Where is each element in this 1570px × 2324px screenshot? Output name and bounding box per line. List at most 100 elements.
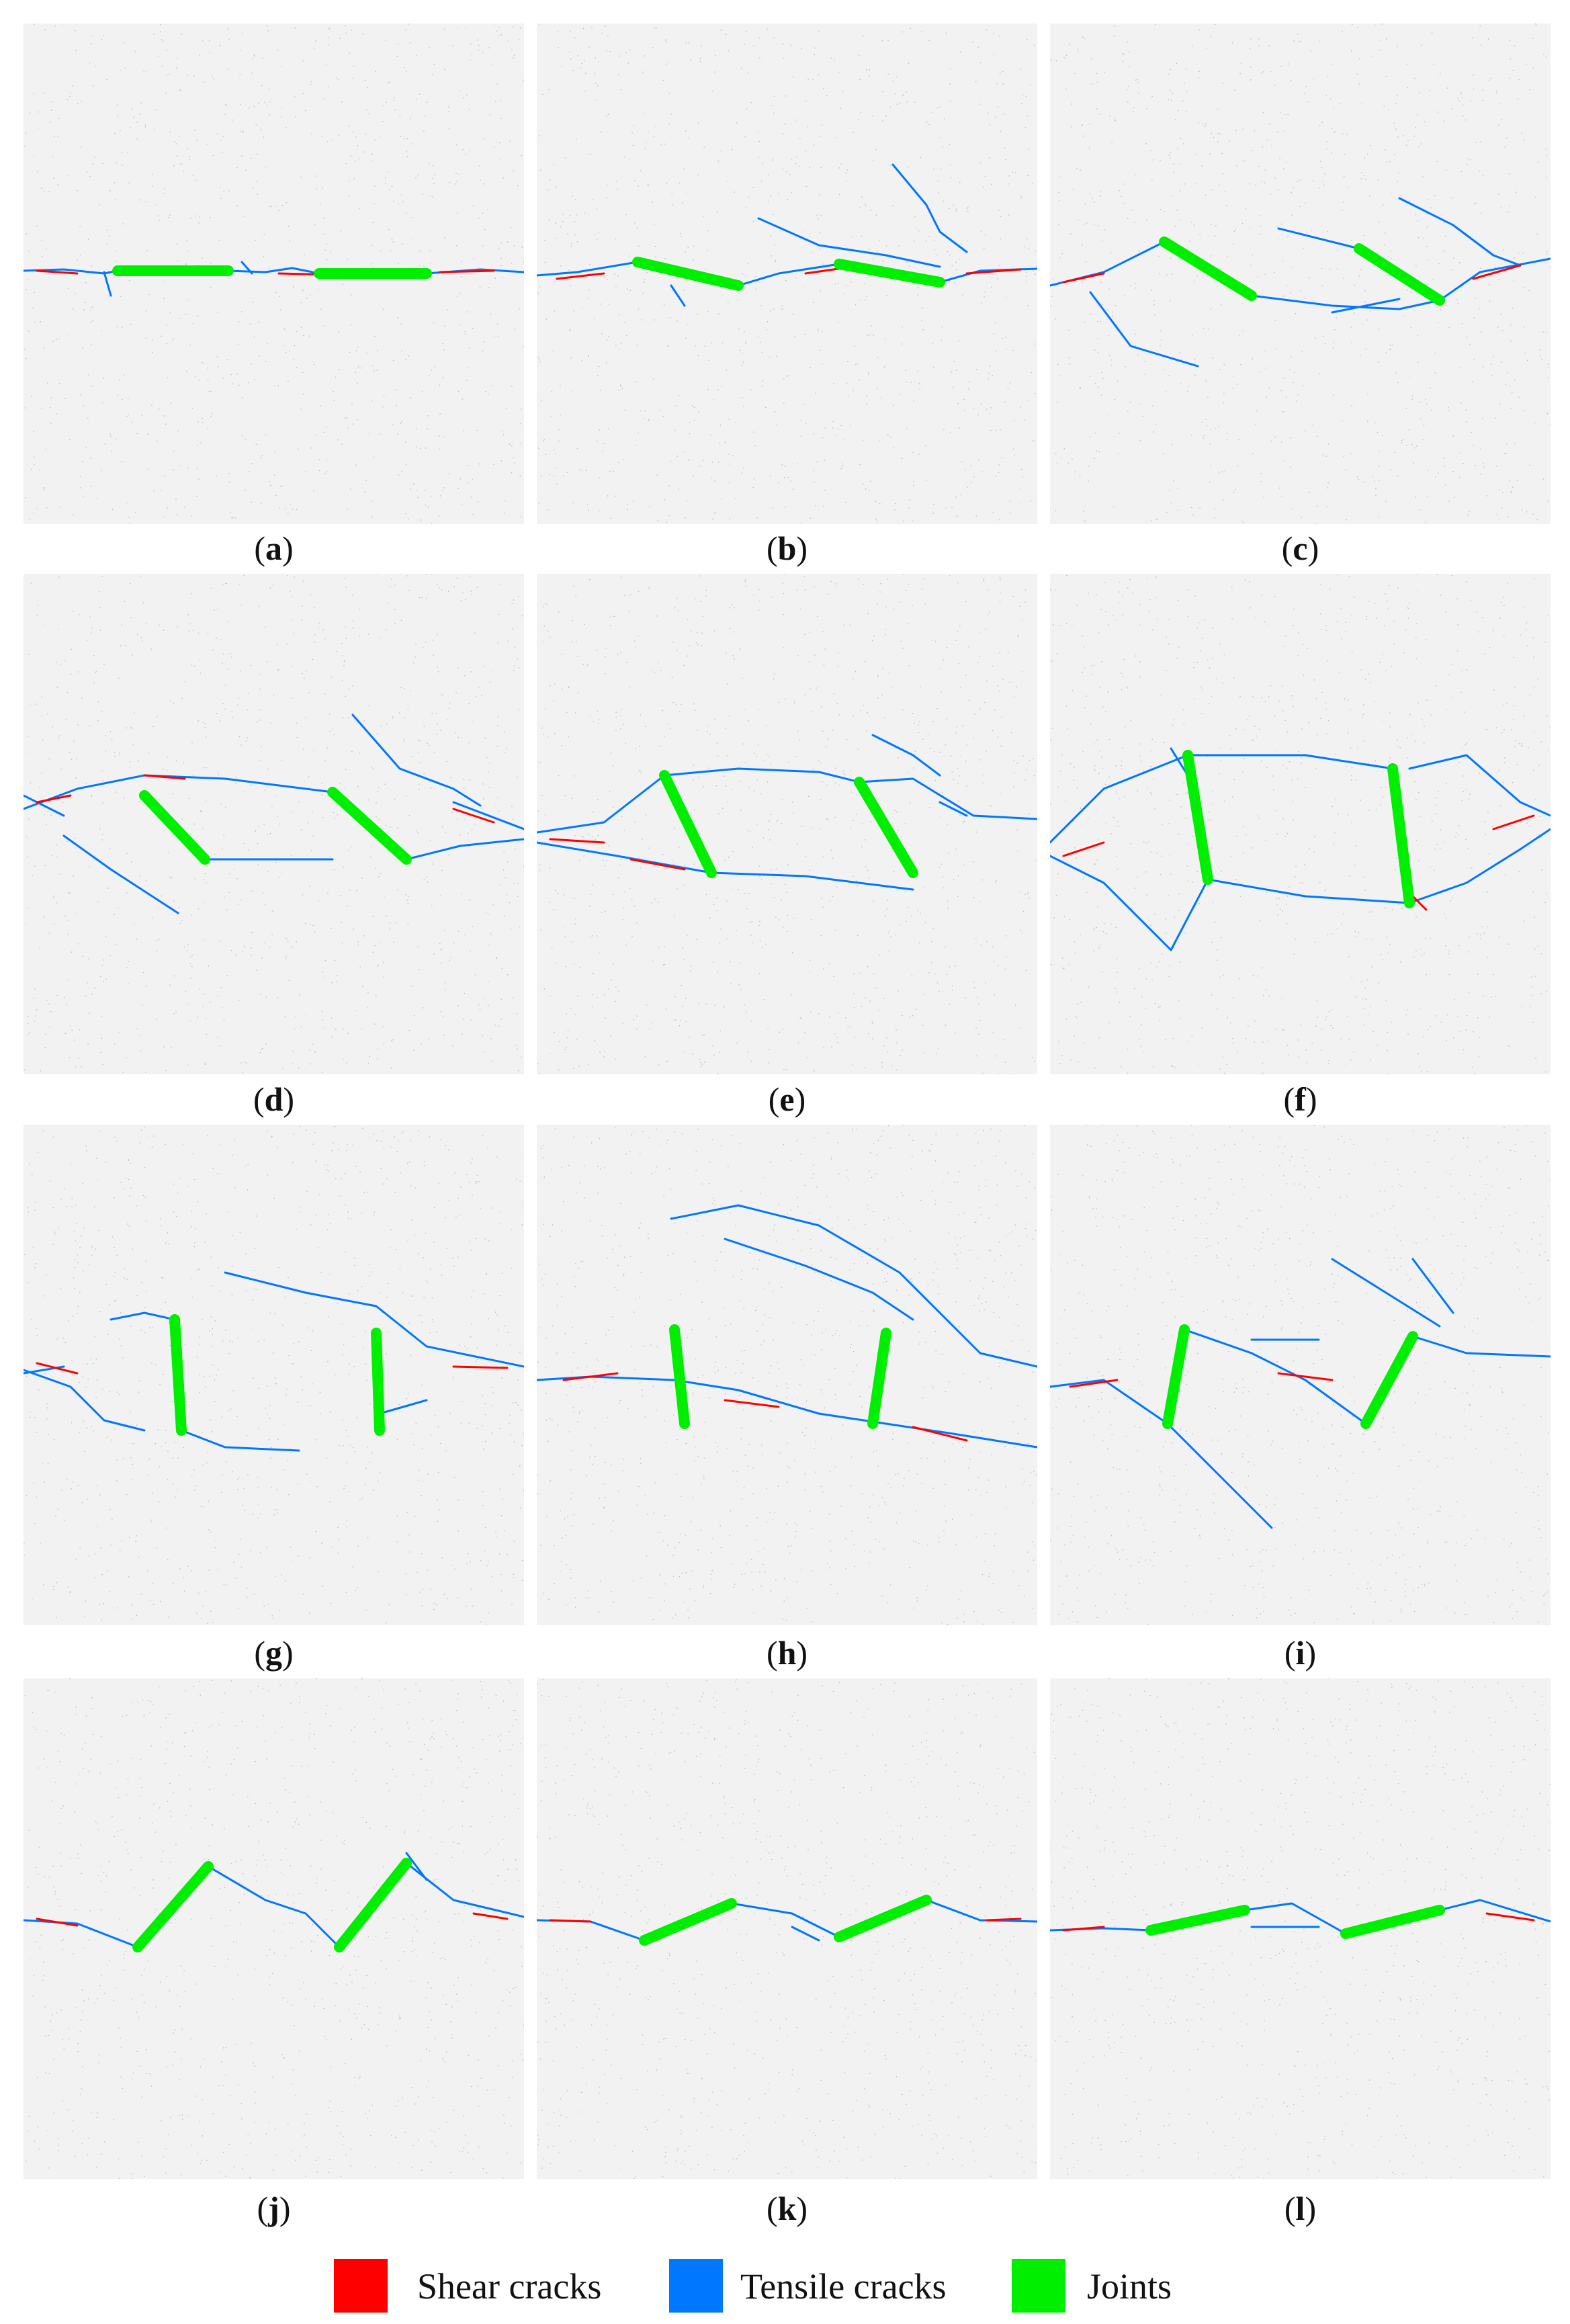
shear-crack bbox=[549, 838, 605, 844]
joint bbox=[1340, 1905, 1445, 1939]
joint bbox=[1354, 243, 1445, 306]
particle-texture bbox=[1050, 574, 1551, 1074]
tensile-crack bbox=[939, 801, 968, 817]
panel-a bbox=[24, 24, 524, 524]
shear-crack bbox=[439, 269, 495, 273]
tensile-crack bbox=[670, 284, 686, 307]
caption-f: (f) bbox=[1283, 1080, 1317, 1118]
particle-texture bbox=[537, 24, 1037, 523]
shear-crack bbox=[629, 858, 686, 871]
tensile-crack bbox=[737, 263, 840, 287]
specimen-background bbox=[537, 1678, 1037, 2179]
crack-pattern-a bbox=[24, 24, 524, 524]
tensile-crack bbox=[537, 841, 713, 874]
shear-crack bbox=[36, 794, 72, 804]
tensile-crack bbox=[1411, 1258, 1454, 1314]
joint bbox=[632, 257, 744, 291]
panel-i bbox=[1050, 1125, 1551, 1625]
legend-label-tensile: Tensile cracks bbox=[740, 2266, 947, 2307]
caption-b: (b) bbox=[766, 529, 808, 567]
legend-label-joints: Joints bbox=[1087, 2266, 1172, 2307]
particle-texture bbox=[24, 1678, 524, 2179]
shear-crack bbox=[1411, 895, 1428, 911]
crack-pattern-b bbox=[537, 24, 1037, 524]
tensile-crack bbox=[207, 1865, 341, 1948]
shear-crack bbox=[1472, 264, 1522, 280]
joint bbox=[659, 770, 717, 878]
caption-l: (l) bbox=[1284, 2190, 1317, 2227]
tensile-crack bbox=[1331, 298, 1401, 314]
shear-crack bbox=[1485, 1912, 1535, 1922]
crack-pattern-d bbox=[24, 574, 524, 1074]
particle-texture bbox=[24, 1125, 524, 1625]
tensile-crack bbox=[871, 734, 941, 777]
caption-a: (a) bbox=[254, 529, 294, 567]
shear-crack bbox=[1062, 841, 1105, 857]
crack-pattern-i bbox=[1050, 1125, 1551, 1625]
caption-k: (k) bbox=[766, 2190, 808, 2227]
tensile-crack bbox=[925, 1899, 1037, 1923]
tensile-crack bbox=[537, 261, 639, 277]
tensile-crack bbox=[24, 1369, 146, 1432]
panel-g bbox=[24, 1125, 524, 1625]
specimen-background bbox=[1050, 24, 1551, 524]
tensile-crack bbox=[730, 1902, 840, 1938]
crack-pattern-c bbox=[1050, 24, 1551, 524]
tensile-crack bbox=[537, 767, 1037, 834]
tensile-crack bbox=[1050, 754, 1189, 844]
tensile-crack bbox=[979, 1352, 1037, 1368]
tensile-crack bbox=[24, 1919, 139, 1948]
shear-crack bbox=[36, 269, 79, 275]
specimen-background bbox=[537, 574, 1037, 1074]
tensile-cracks-swatch bbox=[669, 2259, 723, 2313]
panel-b bbox=[537, 24, 1037, 524]
tensile-crack bbox=[1438, 1899, 1551, 1923]
panel-f bbox=[1050, 574, 1551, 1074]
particle-texture bbox=[537, 1125, 1037, 1625]
tensile-crack bbox=[891, 163, 968, 253]
tensile-crack bbox=[1166, 1422, 1273, 1529]
particle-texture bbox=[537, 574, 1037, 1074]
caption-j: (j) bbox=[257, 2190, 291, 2227]
tensile-crack bbox=[241, 261, 253, 275]
panel-k bbox=[537, 1678, 1037, 2179]
tensile-crack bbox=[62, 834, 179, 914]
tensile-crack bbox=[1277, 227, 1360, 250]
joint bbox=[139, 790, 210, 865]
joint bbox=[669, 1324, 690, 1429]
specimen-background bbox=[24, 1125, 524, 1625]
joint bbox=[1387, 763, 1415, 908]
tensile-crack bbox=[1411, 1335, 1551, 1358]
joint bbox=[132, 1861, 214, 1952]
panel-j bbox=[24, 1678, 524, 2179]
caption-d: (d) bbox=[253, 1080, 295, 1118]
legend: Shear cracks Tensile cracks Joints bbox=[0, 2251, 1570, 2318]
shear-crack bbox=[452, 1365, 509, 1369]
tensile-crack bbox=[1408, 754, 1551, 817]
tensile-crack bbox=[224, 1271, 524, 1368]
tensile-crack bbox=[378, 1399, 428, 1415]
tensile-crack bbox=[103, 271, 112, 297]
shear-crack bbox=[965, 268, 1022, 275]
crack-pattern-f bbox=[1050, 574, 1551, 1074]
specimen-background bbox=[537, 1125, 1037, 1625]
caption-h: (h) bbox=[766, 1634, 808, 1672]
joint bbox=[834, 259, 945, 288]
tensile-crack bbox=[180, 1429, 300, 1452]
crack-pattern-k bbox=[537, 1678, 1037, 2179]
tensile-crack bbox=[1408, 828, 1551, 904]
tensile-crack bbox=[710, 871, 914, 891]
tensile-crack bbox=[405, 838, 524, 861]
tensile-crack bbox=[1398, 197, 1522, 267]
shear-crack bbox=[912, 1426, 968, 1442]
caption-e: (e) bbox=[768, 1080, 806, 1118]
particle-texture bbox=[1050, 1125, 1551, 1625]
tensile-crack bbox=[885, 1422, 1037, 1449]
crack-pattern-g bbox=[24, 1125, 524, 1625]
tensile-crack bbox=[452, 801, 524, 830]
shear-crack bbox=[1277, 1372, 1334, 1381]
particle-texture bbox=[1050, 1678, 1551, 2179]
particle-texture bbox=[24, 574, 524, 1073]
tensile-crack bbox=[24, 268, 119, 275]
tensile-crack bbox=[791, 1926, 820, 1942]
